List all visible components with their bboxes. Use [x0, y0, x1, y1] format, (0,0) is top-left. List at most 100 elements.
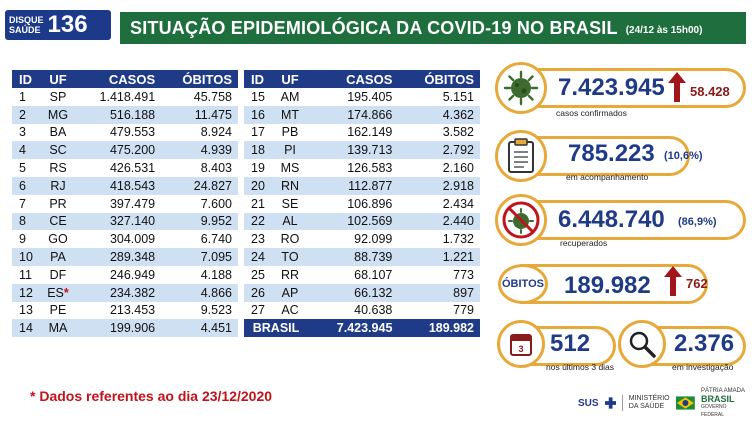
row-id: 22	[244, 212, 272, 231]
table-row: 20 RN 112.877 2.918	[244, 176, 480, 195]
row-casos: 397.479	[76, 194, 162, 213]
row-obitos: 2.440	[398, 212, 480, 231]
total-label: BRASIL	[244, 319, 308, 338]
row-obitos: 773	[398, 265, 480, 284]
row-uf: SP	[40, 88, 76, 106]
row-obitos: 2.792	[398, 141, 480, 160]
recuperados-pct: (86,9%)	[678, 216, 717, 228]
row-casos: 213.453	[76, 301, 162, 320]
row-casos: 246.949	[76, 265, 162, 284]
row-id: 7	[12, 194, 40, 213]
row-casos: 112.877	[308, 176, 399, 195]
investigacao-value: 2.376	[674, 330, 735, 357]
total-casos: 7.423.945	[308, 319, 399, 338]
row-id: 25	[244, 265, 272, 284]
row-casos: 516.188	[76, 105, 162, 124]
table-row: 26 AP 66.132 897	[244, 283, 480, 302]
investigacao-circle	[618, 320, 666, 368]
row-obitos: 5.151	[398, 88, 480, 106]
row-id: 15	[244, 88, 272, 106]
table-row: 23 RO 92.099 1.732	[244, 230, 480, 249]
confirmados-value: 7.423.945	[558, 74, 665, 101]
row-casos: 92.099	[308, 230, 399, 249]
table-row: 11 DF 246.949 4.188	[12, 265, 238, 284]
row-casos: 1.418.491	[76, 88, 162, 106]
row-id: 13	[12, 301, 40, 320]
patria-text: PÁTRIA AMADA	[700, 388, 745, 394]
row-id: 12	[12, 283, 40, 302]
row-obitos: 6.740	[161, 230, 238, 249]
row-obitos: 9.523	[161, 301, 238, 320]
confirmados-label: casos confirmados	[556, 108, 627, 118]
col-uf-header: UF	[272, 70, 308, 88]
calendar-icon: 3	[510, 334, 532, 356]
table-row: 2 MG 516.188 11.475	[12, 105, 238, 124]
table-row: 3 BA 479.553 8.924	[12, 123, 238, 142]
row-uf: MT	[272, 105, 308, 124]
plus-icon	[604, 397, 616, 409]
table-row: 6 RJ 418.543 24.827	[12, 176, 238, 195]
row-casos: 304.009	[76, 230, 162, 249]
row-casos: 475.200	[76, 141, 162, 160]
table-row: 13 PE 213.453 9.523	[12, 301, 238, 320]
confirmados-delta: 58.428	[690, 84, 730, 99]
recuperados-label: recuperados	[560, 238, 608, 248]
col-id-header: ID	[244, 70, 272, 88]
table-row: 15 AM 195.405 5.151	[244, 88, 480, 106]
table-row: 1 SP 1.418.491 45.758	[12, 88, 238, 106]
table-row: 4 SC 475.200 4.939	[12, 141, 238, 160]
obitos-value: 189.982	[564, 272, 651, 299]
row-casos: 418.543	[76, 176, 162, 195]
row-uf: RR	[272, 265, 308, 284]
table-row: 5 RS 426.531 8.403	[12, 159, 238, 177]
row-obitos: 45.758	[161, 88, 238, 106]
arrow-up-icon	[664, 266, 682, 296]
row-id: 21	[244, 194, 272, 213]
row-uf: PA	[40, 248, 76, 266]
row-obitos: 9.952	[161, 212, 238, 231]
row-casos: 162.149	[308, 123, 399, 142]
col-obitos-header: ÓBITOS	[398, 70, 480, 88]
confirmados-frame	[520, 68, 746, 108]
row-casos: 66.132	[308, 283, 399, 302]
row-casos: 68.107	[308, 265, 399, 284]
row-uf: TO	[272, 248, 308, 266]
row-uf: RJ	[40, 176, 76, 195]
col-casos-header: CASOS	[76, 70, 162, 88]
row-uf: RN	[272, 176, 308, 195]
acompanhamento-label: em acompanhamento	[566, 172, 649, 182]
row-casos: 199.906	[76, 319, 162, 338]
row-uf: DF	[40, 265, 76, 284]
table-row: 22 AL 102.569 2.440	[244, 212, 480, 231]
row-casos: 234.382	[76, 283, 162, 302]
states-table-left: ID UF CASOS ÓBITOS 1 SP 1.418.491 45.758 2 MG…	[12, 70, 238, 338]
row-id: 27	[244, 301, 272, 320]
row-obitos: 8.924	[161, 123, 238, 142]
row-id: 16	[244, 105, 272, 124]
row-uf: AM	[272, 88, 308, 106]
row-casos: 139.713	[308, 141, 399, 160]
row-uf: MG	[40, 105, 76, 124]
row-id: 18	[244, 141, 272, 160]
row-id: 9	[12, 230, 40, 249]
row-uf: BA	[40, 123, 76, 142]
row-obitos: 3.582	[398, 123, 480, 142]
row-uf: RO	[272, 230, 308, 249]
row-uf: PI	[272, 141, 308, 160]
row-obitos: 2.918	[398, 176, 480, 195]
page-date: (24/12 às 15h00)	[625, 24, 703, 36]
page-title: SITUAÇÃO EPIDEMIOLÓGICA DA COVID-19 NO B…	[130, 17, 618, 38]
row-id: 20	[244, 176, 272, 195]
row-obitos: 4.451	[161, 319, 238, 338]
row-casos: 479.553	[76, 123, 162, 142]
total-obitos: 189.982	[398, 319, 480, 338]
row-obitos: 8.403	[161, 159, 238, 177]
table-row: 10 PA 289.348 7.095	[12, 248, 238, 266]
row-id: 23	[244, 230, 272, 249]
table-row: 24 TO 88.739 1.221	[244, 248, 480, 266]
total-row: BRASIL 7.423.945 189.982	[244, 319, 480, 338]
row-casos: 106.896	[308, 194, 399, 213]
table-row: 16 MT 174.866 4.362	[244, 105, 480, 124]
brasil-text: BRASIL	[700, 394, 735, 404]
table-row: 25 RR 68.107 773	[244, 265, 480, 284]
